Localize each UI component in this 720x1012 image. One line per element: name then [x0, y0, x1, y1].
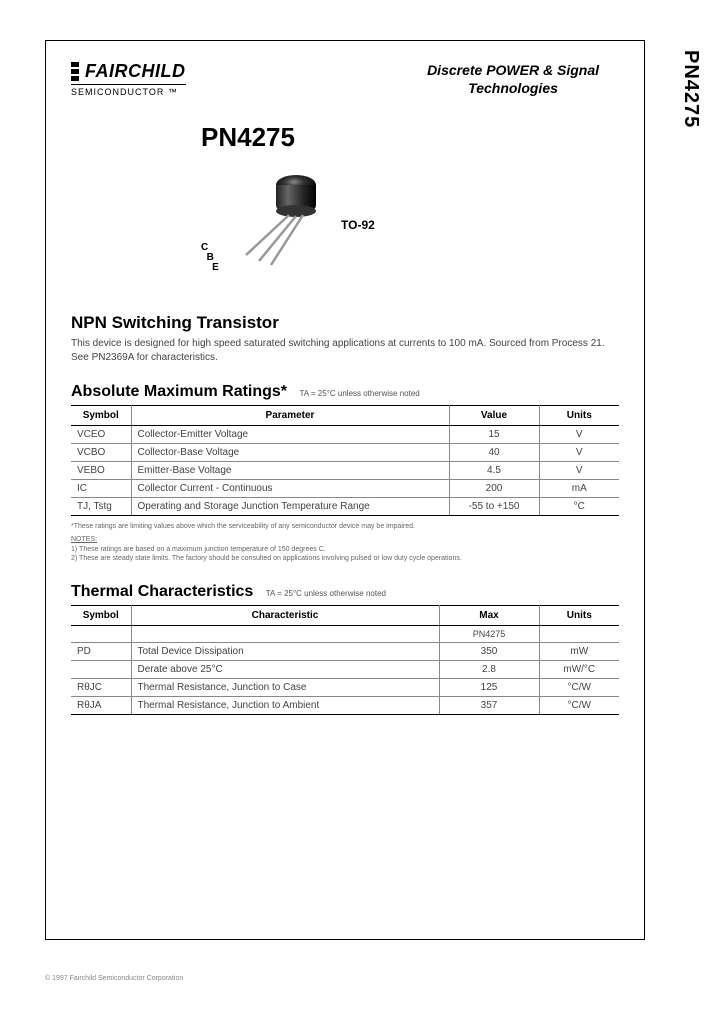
- max-ratings-header: Absolute Maximum Ratings* TA = 25°C unle…: [71, 383, 619, 401]
- company-logo: FAIRCHILD SEMICONDUCTOR ™: [71, 61, 186, 97]
- part-number-title: PN4275: [201, 122, 619, 153]
- table-row: VCEOCollector-Emitter Voltage15V: [71, 426, 619, 444]
- table-row: PDTotal Device Dissipation350mW: [71, 642, 619, 660]
- thermal-header: Thermal Characteristics TA = 25°C unless…: [71, 583, 619, 601]
- table-row: VCBOCollector-Base Voltage40V: [71, 444, 619, 462]
- table-row: VEBOEmitter-Base Voltage4.5V: [71, 462, 619, 480]
- page-frame: FAIRCHILD SEMICONDUCTOR ™ Discrete POWER…: [45, 40, 645, 940]
- ratings-notes: NOTES: 1) These ratings are based on a m…: [71, 535, 619, 562]
- table-row: ICCollector Current - Continuous200mA: [71, 480, 619, 498]
- transistor-icon: [211, 163, 331, 273]
- thermal-table: Symbol Characteristic Max Units PN4275 P…: [71, 605, 619, 715]
- logo-name: FAIRCHILD: [85, 61, 186, 82]
- package-type: TO-92: [341, 218, 375, 232]
- logo-subtitle: SEMICONDUCTOR ™: [71, 84, 186, 97]
- max-ratings-table: Symbol Parameter Value Units VCEOCollect…: [71, 405, 619, 516]
- component-diagram: TO-92 C B E: [171, 163, 619, 283]
- table-row: TJ, TstgOperating and Storage Junction T…: [71, 498, 619, 516]
- table-row: RθJCThermal Resistance, Junction to Case…: [71, 678, 619, 696]
- pin-labels: C B E: [201, 243, 219, 273]
- header-tagline: Discrete POWER & Signal Technologies: [427, 61, 599, 97]
- header: FAIRCHILD SEMICONDUCTOR ™ Discrete POWER…: [71, 61, 619, 97]
- table-row: Derate above 25°C2.8mW/°C: [71, 660, 619, 678]
- product-type-heading: NPN Switching Transistor: [71, 313, 619, 333]
- copyright-line: © 1997 Fairchild Semiconductor Corporati…: [45, 975, 183, 982]
- table-row: RθJAThermal Resistance, Junction to Ambi…: [71, 696, 619, 714]
- ratings-footnote: *These ratings are limiting values above…: [71, 522, 619, 531]
- product-description: This device is designed for high speed s…: [71, 337, 619, 365]
- side-part-label: PN4275: [679, 50, 702, 128]
